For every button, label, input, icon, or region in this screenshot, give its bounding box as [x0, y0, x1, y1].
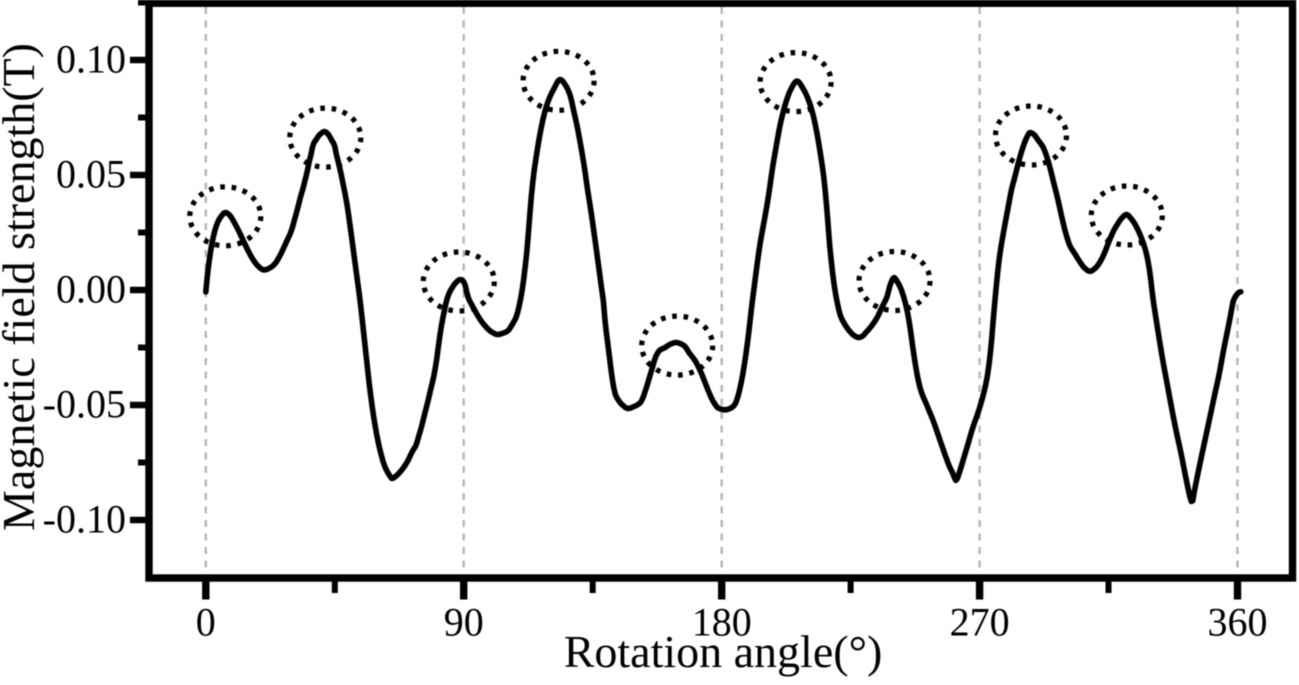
svg-text:90: 90: [444, 600, 484, 645]
svg-text:-0.10: -0.10: [43, 497, 126, 542]
svg-text:0.00: 0.00: [56, 267, 126, 312]
svg-text:180: 180: [692, 600, 752, 645]
svg-text:0: 0: [196, 600, 216, 645]
svg-text:Rotation angle(°): Rotation angle(°): [564, 626, 883, 677]
svg-text:-0.05: -0.05: [43, 382, 126, 427]
svg-text:360: 360: [1208, 600, 1268, 645]
svg-text:0.05: 0.05: [56, 152, 126, 197]
svg-text:270: 270: [950, 600, 1010, 645]
svg-text:Magnetic field strength(T): Magnetic field strength(T): [0, 43, 44, 531]
svg-text:0.10: 0.10: [56, 37, 126, 82]
